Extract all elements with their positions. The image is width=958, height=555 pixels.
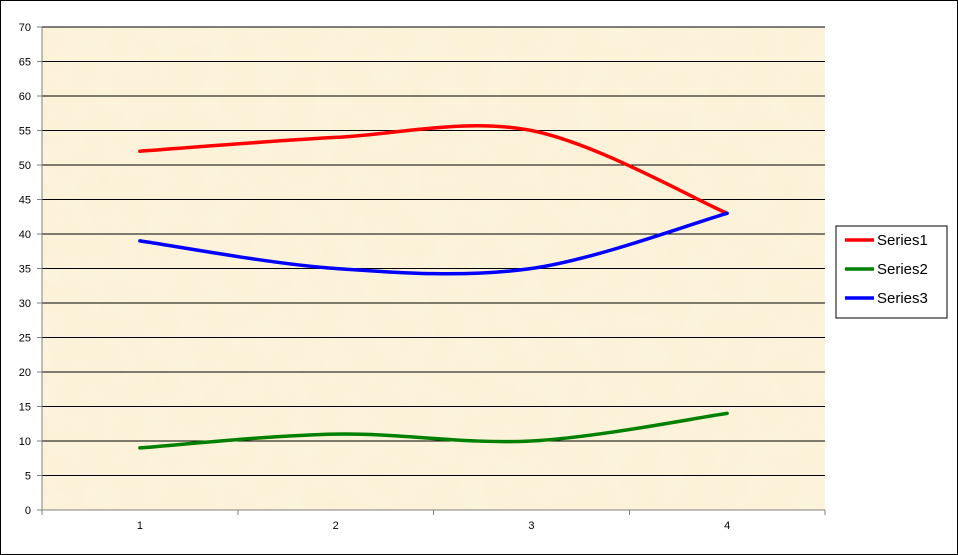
- y-tick-label: 5: [25, 471, 31, 483]
- y-tick-label: 0: [25, 505, 31, 517]
- y-tick-label: 50: [19, 160, 31, 172]
- y-tick-label: 60: [19, 91, 31, 103]
- y-tick-label: 10: [19, 436, 31, 448]
- y-tick-label: 45: [19, 195, 31, 207]
- x-tick-label: 1: [137, 520, 143, 532]
- y-tick-label: 30: [19, 298, 31, 310]
- y-tick-label: 55: [19, 126, 31, 138]
- series-line-2: [138, 411, 729, 450]
- series-lines: [138, 123, 729, 450]
- legend-label-1: Series1: [877, 232, 928, 249]
- x-tick-label: 4: [724, 520, 730, 532]
- y-tick-label: 40: [19, 229, 31, 241]
- legend: Series1 Series2 Series3: [835, 225, 948, 319]
- series-line-1: [138, 123, 729, 216]
- axes: 0 5 10 15 20 25 30 35 40 45 50 55 60 65 70 1 2 3 4: [19, 22, 826, 532]
- x-tick-label: 3: [528, 520, 534, 532]
- y-tick-label: 20: [19, 367, 31, 379]
- legend-label-3: Series3: [877, 290, 928, 307]
- y-tick-label: 65: [19, 57, 31, 69]
- y-tick-label: 25: [19, 333, 31, 345]
- x-tick-label: 2: [333, 520, 339, 532]
- legend-label-2: Series2: [877, 261, 928, 278]
- y-tick-label: 70: [19, 22, 31, 34]
- y-tick-label: 35: [19, 264, 31, 276]
- y-tick-label: 15: [19, 402, 31, 414]
- gridlines: [42, 26, 825, 476]
- series-line-3: [138, 211, 729, 276]
